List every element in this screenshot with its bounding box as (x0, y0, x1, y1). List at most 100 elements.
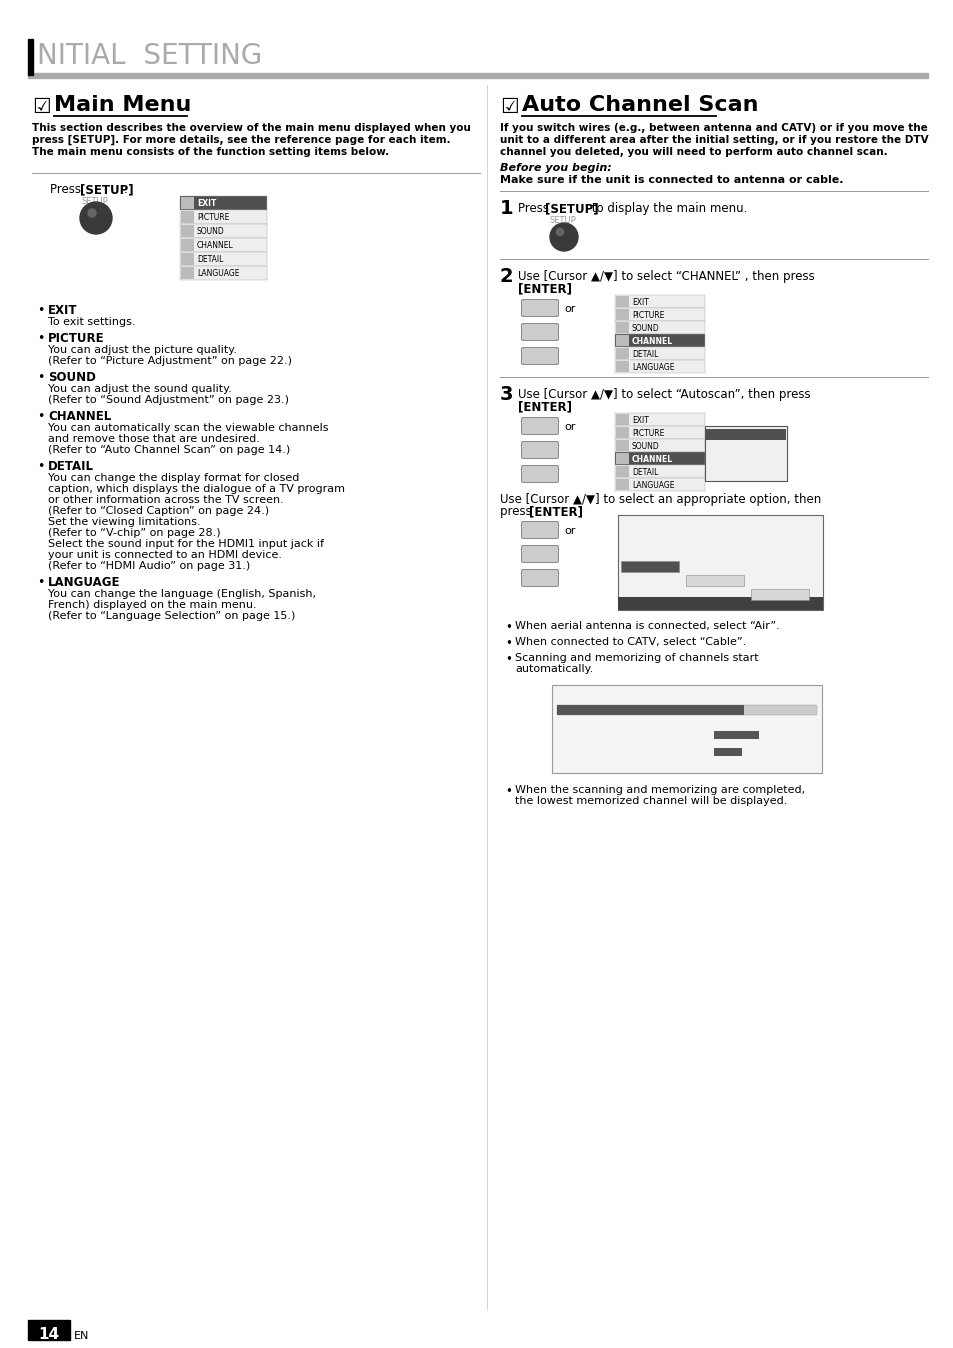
Text: ▼: ▼ (537, 549, 542, 558)
Bar (615, 360, 704, 373)
Text: Antenna: Antenna (708, 469, 740, 479)
Text: LANGUAGE: LANGUAGE (631, 481, 674, 491)
Text: When aerial antenna is connected, select “Air”.: When aerial antenna is connected, select… (515, 621, 779, 631)
Bar (616, 439, 628, 452)
Bar (180, 239, 267, 252)
Text: Use [Cursor ▲/▼] to select an appropriate option, then: Use [Cursor ▲/▼] to select an appropriat… (499, 493, 821, 506)
Text: ▼: ▼ (537, 445, 542, 454)
Text: channel you deleted, you will need to perform auto channel scan.: channel you deleted, you will need to pe… (499, 147, 886, 156)
Text: •: • (504, 638, 512, 650)
Text: LANGUAGE: LANGUAGE (196, 270, 239, 278)
Text: unit to a different area after the initial setting, or if you restore the DTV: unit to a different area after the initi… (499, 135, 927, 146)
Text: DETAIL: DETAIL (48, 460, 94, 473)
Text: (Refer to “Picture Adjustment” on page 22.): (Refer to “Picture Adjustment” on page 2… (48, 356, 292, 367)
Bar (180, 224, 267, 239)
Bar (552, 685, 821, 772)
Text: •: • (37, 371, 45, 384)
Text: ▲: ▲ (537, 524, 542, 534)
Text: the lowest memorized channel will be displayed.: the lowest memorized channel will be dis… (515, 797, 786, 806)
Text: (Refer to “V-chip” on page 28.): (Refer to “V-chip” on page 28.) (48, 528, 220, 538)
Bar (615, 307, 704, 321)
Text: Channel List: Channel List (708, 443, 756, 452)
Text: •: • (504, 652, 512, 666)
Text: Manual Register: Manual Register (708, 456, 770, 465)
Bar (180, 195, 267, 210)
Text: Set the viewing limitations.: Set the viewing limitations. (48, 518, 200, 527)
Text: •: • (37, 460, 45, 473)
Text: ENTER: ENTER (525, 573, 554, 582)
FancyBboxPatch shape (521, 465, 558, 483)
Text: ENTER: ENTER (525, 350, 554, 360)
Bar (618, 597, 822, 611)
Text: 10ch: 10ch (677, 729, 697, 737)
Text: .: . (573, 506, 577, 518)
Bar (181, 197, 193, 209)
Text: 2: 2 (499, 267, 513, 286)
Text: your unit is connected to an HDMI device.: your unit is connected to an HDMI device… (48, 550, 282, 559)
Circle shape (88, 209, 96, 217)
Text: [SETUP]: [SETUP] (544, 202, 598, 214)
Text: Scanning and memorizing of channels start: Scanning and memorizing of channels star… (515, 652, 758, 663)
Bar (616, 466, 628, 477)
Text: ☑: ☑ (499, 97, 518, 117)
Text: .: . (561, 282, 565, 295)
Text: 72%: 72% (557, 704, 579, 713)
Bar (181, 212, 193, 222)
Text: LANGUAGE: LANGUAGE (48, 576, 120, 589)
Text: EXIT: EXIT (631, 417, 648, 425)
Text: or: or (563, 305, 575, 314)
Text: .: . (561, 400, 565, 412)
Text: Digital channels: Digital channels (557, 745, 618, 755)
Text: You can automatically scan the viewable channels: You can automatically scan the viewable … (48, 423, 328, 433)
FancyBboxPatch shape (521, 546, 558, 562)
Bar (181, 253, 193, 266)
Text: Use [Cursor ▲/▼] to select “Autoscan”, then press: Use [Cursor ▲/▼] to select “Autoscan”, t… (517, 388, 810, 400)
Bar (713, 748, 741, 756)
Bar (620, 561, 679, 572)
Text: SOUND: SOUND (48, 371, 95, 384)
Circle shape (80, 202, 112, 235)
Bar (615, 452, 704, 465)
FancyBboxPatch shape (521, 442, 558, 458)
FancyBboxPatch shape (521, 324, 558, 341)
Bar (750, 589, 808, 600)
Text: Back: Back (782, 518, 800, 523)
Text: [ENTER]: [ENTER] (517, 400, 572, 412)
Text: You can adjust the picture quality.: You can adjust the picture quality. (48, 345, 236, 355)
Text: If you switch wires (e.g., between antenna and CATV) or if you move the: If you switch wires (e.g., between anten… (499, 123, 926, 133)
Text: (Refer to “Auto Channel Scan” on page 14.): (Refer to “Auto Channel Scan” on page 14… (48, 445, 290, 456)
Text: You can change the display format for closed: You can change the display format for cl… (48, 473, 299, 483)
Text: [SETUP]: [SETUP] (80, 183, 133, 195)
Bar (615, 346, 704, 360)
Text: Select the sound input for the HDMI1 input jack if: Select the sound input for the HDMI1 inp… (48, 539, 324, 549)
Text: LANGUAGE: LANGUAGE (631, 363, 674, 372)
Text: Press: Press (517, 202, 552, 214)
Bar (705, 429, 785, 439)
Text: CHANNEL: CHANNEL (631, 456, 673, 464)
Text: This may take a while to complete.: This may take a while to complete. (621, 541, 744, 546)
Bar (616, 361, 628, 372)
Text: To exit settings.: To exit settings. (48, 317, 135, 328)
Text: PICTURE: PICTURE (196, 213, 229, 222)
Bar (615, 465, 704, 479)
Bar (615, 295, 704, 307)
Text: This section describes the overview of the main menu displayed when you: This section describes the overview of t… (32, 123, 471, 133)
Bar (616, 309, 628, 319)
Text: Before you begin:: Before you begin: (499, 163, 611, 173)
Bar (615, 321, 704, 334)
Bar (615, 412, 704, 426)
Text: (Refer to “Closed Caption” on page 24.): (Refer to “Closed Caption” on page 24.) (48, 506, 269, 516)
Text: SETUP: SETUP (550, 216, 577, 225)
Text: Use [Cursor ▲/▼] to select “CHANNEL” , then press: Use [Cursor ▲/▼] to select “CHANNEL” , t… (517, 270, 814, 283)
Bar (28, 73, 927, 78)
Bar (181, 239, 193, 251)
Text: 6ch: 6ch (677, 745, 692, 755)
Text: •: • (37, 332, 45, 345)
Text: When connected to CATV, select “Cable”.: When connected to CATV, select “Cable”. (515, 638, 745, 647)
FancyBboxPatch shape (521, 299, 558, 317)
Text: DETAIL: DETAIL (631, 350, 658, 359)
Text: DETAIL: DETAIL (196, 255, 223, 264)
Text: ⊕ Exit: ⊕ Exit (675, 763, 698, 772)
Text: Auto Channel Scan: Auto Channel Scan (521, 94, 758, 115)
Text: French) displayed on the main menu.: French) displayed on the main menu. (48, 600, 256, 611)
